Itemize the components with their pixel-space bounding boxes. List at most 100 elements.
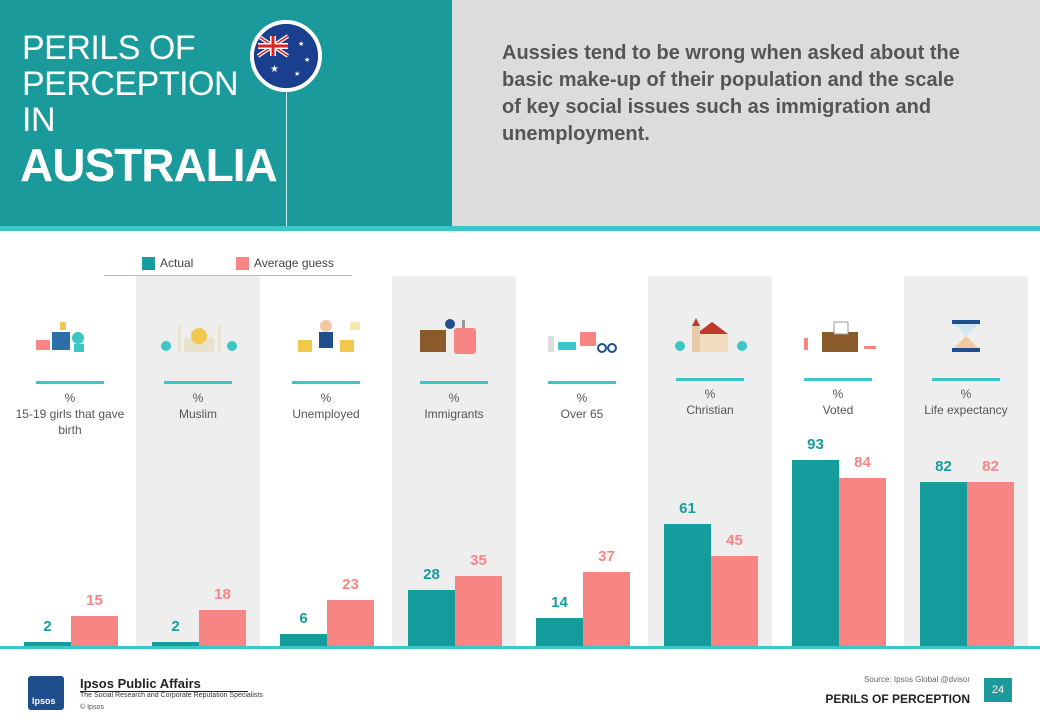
bar-guess-4 [583, 572, 630, 646]
series-title: PERILS OF PERCEPTION [825, 692, 970, 706]
legend-label-guess: Average guess [254, 256, 334, 270]
elderly-items-icon [542, 318, 622, 358]
icon-underline-4 [548, 381, 616, 384]
category-unit: % [960, 387, 972, 401]
value-actual-0: 2 [43, 618, 52, 635]
category-name: Immigrants [424, 407, 484, 421]
svg-text:★: ★ [294, 70, 300, 78]
category-label-7: % Life expectancy [910, 386, 1022, 418]
title-line-3: IN [22, 101, 56, 139]
category-name: Voted [822, 403, 854, 417]
category-label-0: % 15-19 girls that gave birth [14, 390, 126, 438]
company-name: Ipsos Public Affairs [80, 676, 201, 691]
category-unit: % [192, 391, 204, 405]
header-banner [0, 0, 452, 226]
svg-text:★: ★ [270, 64, 279, 75]
value-guess-2: 23 [342, 576, 359, 593]
category-name: Life expectancy [924, 403, 1008, 417]
value-guess-1: 18 [214, 586, 231, 603]
bar-actual-1 [152, 642, 199, 646]
icon-underline-2 [292, 381, 360, 384]
category-name: Unemployed [292, 407, 360, 421]
bar-guess-2 [327, 600, 374, 646]
category-name: Christian [686, 403, 734, 417]
source-note: Source: Ipsos Global @dvisor [864, 675, 970, 684]
icon-underline-1 [164, 381, 232, 384]
icon-underline-3 [420, 381, 488, 384]
legend-swatch-guess [236, 257, 249, 270]
baby-items-icon [30, 318, 110, 358]
value-actual-5: 61 [679, 500, 696, 517]
bar-guess-7 [967, 482, 1014, 646]
bar-guess-1 [199, 610, 246, 646]
icon-underline-5 [676, 378, 744, 381]
bar-actual-5 [664, 524, 711, 646]
title-line-2: PERCEPTION [22, 65, 239, 103]
legend: Actual Average guess [104, 255, 352, 276]
legend-label-actual: Actual [160, 256, 194, 270]
icon-underline-0 [36, 381, 104, 384]
value-guess-7: 82 [982, 458, 999, 475]
bar-guess-3 [455, 576, 502, 646]
category-label-6: % Voted [782, 386, 894, 418]
category-unit: % [704, 387, 716, 401]
value-actual-7: 82 [935, 458, 952, 475]
chart-baseline [0, 646, 1040, 649]
value-actual-1: 2 [171, 618, 180, 635]
category-label-3: % Immigrants [398, 390, 510, 422]
country-title: AUSTRALIA [20, 139, 278, 191]
value-guess-5: 45 [726, 532, 743, 549]
category-name: Over 65 [560, 407, 604, 421]
ipsos-logo: Ipsos [28, 676, 64, 710]
company-tagline: The Social Research and Corporate Reputa… [80, 692, 263, 699]
icon-underline-7 [932, 378, 1000, 381]
bar-guess-6 [839, 478, 886, 646]
job-seeker-icon [286, 318, 366, 358]
headline: Aussies tend to be wrong when asked abou… [502, 42, 960, 145]
church-icon [670, 318, 750, 358]
value-guess-6: 84 [854, 454, 871, 471]
bar-guess-5 [711, 556, 758, 646]
copyright: © Ipsos [80, 704, 104, 711]
australia-flag-icon: ★ ★ ★ ★ [250, 20, 322, 92]
category-unit: % [320, 391, 332, 405]
title-line-1: PERILS OF [22, 29, 196, 67]
company-underline [80, 691, 248, 692]
title-block: PERILS OF PERCEPTION IN [22, 29, 239, 139]
category-unit: % [832, 387, 844, 401]
bar-actual-0 [24, 642, 71, 646]
bar-actual-3 [408, 590, 455, 646]
hourglass-icon [926, 318, 1006, 358]
legend-swatch-actual [142, 257, 155, 270]
header-divider-line [0, 226, 1040, 231]
category-label-4: % Over 65 [526, 390, 638, 422]
value-actual-2: 6 [299, 610, 308, 627]
category-label-5: % Christian [654, 386, 766, 418]
ballot-box-icon [798, 318, 878, 358]
svg-text:★: ★ [298, 40, 304, 48]
mosque-icon [158, 318, 238, 358]
category-name: Muslim [179, 407, 217, 421]
value-guess-0: 15 [86, 592, 103, 609]
value-guess-4: 37 [598, 548, 615, 565]
category-unit: % [576, 391, 588, 405]
bar-actual-7 [920, 482, 967, 646]
bar-actual-4 [536, 618, 583, 646]
bar-actual-2 [280, 634, 327, 646]
logo-text: Ipsos [32, 696, 56, 706]
svg-text:★: ★ [304, 56, 310, 64]
value-guess-3: 35 [470, 552, 487, 569]
bar-guess-0 [71, 616, 118, 646]
category-name: 15-19 girls that gave birth [15, 407, 125, 437]
category-unit: % [448, 391, 460, 405]
category-label-2: % Unemployed [270, 390, 382, 422]
category-unit: % [64, 391, 76, 405]
page-number: 24 [984, 678, 1012, 702]
bar-actual-6 [792, 460, 839, 646]
value-actual-3: 28 [423, 566, 440, 583]
value-actual-4: 14 [551, 594, 568, 611]
category-label-1: % Muslim [142, 390, 254, 422]
value-actual-6: 93 [807, 436, 824, 453]
luggage-icon [414, 318, 494, 358]
title-divider [286, 92, 287, 226]
